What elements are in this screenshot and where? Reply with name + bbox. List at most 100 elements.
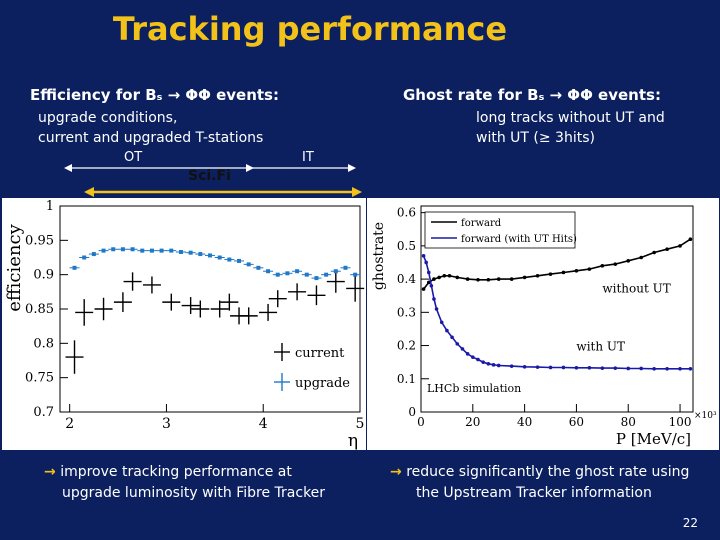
upgrade-point-marker	[285, 271, 290, 276]
ghostrate-y-tick-label: 0.5	[397, 239, 416, 253]
ghostrate-forward-point	[426, 280, 431, 285]
upgrade-point	[88, 252, 99, 257]
ghostrate-legend-with-ut-label: forward (with UT Hits)	[461, 234, 577, 245]
ghostrate-with-ut-point	[476, 357, 480, 362]
ghostrate-with-ut-point	[486, 362, 491, 366]
ghostrate-forward-point	[522, 275, 527, 280]
upgrade-point	[321, 272, 332, 277]
ghostrate-legend-box	[424, 211, 576, 249]
ghostrate-with-ut-point	[429, 283, 434, 288]
ot-arrow-head-left	[64, 164, 72, 172]
upgrade-point-marker	[295, 269, 300, 274]
efficiency-x-tick-label: 4	[259, 416, 268, 432]
efficiency-y-tick-label: 0.85	[25, 302, 54, 317]
ghostrate-x-axis-label: P [MeV/c]	[616, 430, 691, 448]
upgrade-point-marker	[208, 253, 212, 258]
upgrade-point	[253, 265, 264, 270]
ghostrate-forward-point	[688, 237, 693, 242]
current-point	[268, 290, 287, 308]
ghostrate-forward-point	[509, 277, 514, 281]
ghostrate-with-ut-point	[587, 366, 592, 370]
current-point	[326, 270, 345, 293]
upgrade-point	[340, 265, 351, 270]
current-point	[239, 307, 258, 325]
upgrade-point	[69, 265, 80, 270]
ghostrate-forward-point	[465, 277, 470, 281]
current-point	[181, 297, 200, 315]
ghostrate-legend-forward-label: forward	[461, 218, 502, 229]
efficiency-y-tick-label: 1	[46, 199, 54, 214]
upgrade-point	[234, 258, 245, 263]
ghostrate-forward-point	[496, 277, 501, 281]
upgrade-point-marker	[198, 252, 203, 257]
upgrade-point	[301, 272, 312, 277]
ghostrate-with-ut-point	[652, 367, 656, 371]
ghostrate-with-ut-point	[481, 360, 485, 364]
upgrade-point-marker	[324, 272, 329, 277]
scifi-arrow-head-left	[84, 187, 94, 197]
upgrade-point	[146, 248, 157, 253]
upgrade-point-marker	[149, 248, 154, 253]
upgrade-point	[350, 272, 361, 277]
upgrade-point-marker	[130, 247, 135, 252]
upgrade-point-marker	[343, 265, 348, 270]
upgrade-point-marker	[333, 269, 338, 274]
left-bullet-line2: upgrade luminosity with Fibre Tracker	[62, 485, 326, 501]
ghostrate-with-ut-point	[432, 297, 436, 301]
upgrade-point-marker	[246, 262, 251, 267]
ghostrate-y-tick-label: 0.2	[397, 339, 416, 353]
upgrade-point	[311, 276, 322, 281]
upgrade-point	[117, 247, 128, 252]
upgrade-point-marker	[120, 247, 125, 252]
current-point	[191, 300, 210, 318]
efficiency-y-tick-label: 0.95	[25, 233, 54, 248]
ghostrate-y-tick-label: 0.3	[397, 305, 416, 319]
upgrade-point	[127, 247, 138, 252]
it-arrow-head-right	[348, 164, 356, 172]
ghostrate-with-ut-point	[522, 365, 527, 369]
detector-arrows	[64, 164, 362, 197]
ghostrate-annotation-lhcb: LHCb simulation	[427, 382, 521, 395]
upgrade-point	[282, 271, 293, 276]
slide-title: Tracking performance	[112, 10, 508, 48]
ghostrate-with-ut-point	[574, 366, 579, 370]
upgrade-point-marker	[140, 248, 145, 253]
ghostrate-y-tick-label: 0.6	[397, 206, 416, 220]
current-point	[307, 285, 326, 306]
ghostrate-x-multiplier: ×10³	[694, 411, 717, 421]
right-bullet-line1: reduce significantly the ghost rate usin…	[406, 464, 690, 480]
bullet-arrow-icon: →	[44, 464, 56, 480]
ghostrate-forward-point	[600, 264, 605, 268]
upgrade-point	[108, 247, 119, 252]
ghostrate-with-ut-point	[600, 366, 605, 370]
ghostrate-forward-point	[486, 277, 491, 282]
ghostrate-forward-point	[587, 267, 592, 271]
upgrade-point-marker	[72, 265, 77, 270]
efficiency-x-tick-label: 3	[162, 416, 171, 432]
ghostrate-forward-point	[535, 273, 540, 278]
upgrade-point	[195, 252, 206, 257]
upgrade-point	[175, 250, 186, 255]
upgrade-point-marker	[266, 269, 271, 274]
legend-upgrade-label: upgrade	[295, 376, 350, 391]
upgrade-point	[243, 262, 254, 267]
ghostrate-forward-point	[437, 275, 441, 280]
left-bullet: → improve tracking performance at upgrad…	[44, 462, 325, 504]
upgrade-point	[224, 257, 235, 262]
current-point	[162, 293, 181, 311]
upgrade-point-marker	[91, 252, 96, 257]
upgrade-point	[272, 272, 283, 277]
upgrade-point-marker	[82, 255, 87, 260]
ghostrate-with-ut-point	[491, 363, 496, 367]
upgrade-point-marker	[237, 258, 242, 263]
ghostrate-with-ut-point	[439, 320, 444, 325]
ghostrate-forward-point	[613, 262, 618, 266]
efficiency-y-tick-label: 0.75	[25, 371, 54, 386]
efficiency-sub2: current and upgraded T-stations	[38, 130, 264, 146]
upgrade-point-marker	[188, 250, 193, 255]
ghostrate-with-ut-point	[688, 367, 693, 371]
ghostrate-with-ut-point	[424, 260, 428, 265]
ghostrate-with-ut-point	[535, 365, 540, 369]
ghostrate-y-tick-label: 0	[408, 405, 416, 419]
ghostrate-x-tick-label: 100	[669, 415, 692, 429]
